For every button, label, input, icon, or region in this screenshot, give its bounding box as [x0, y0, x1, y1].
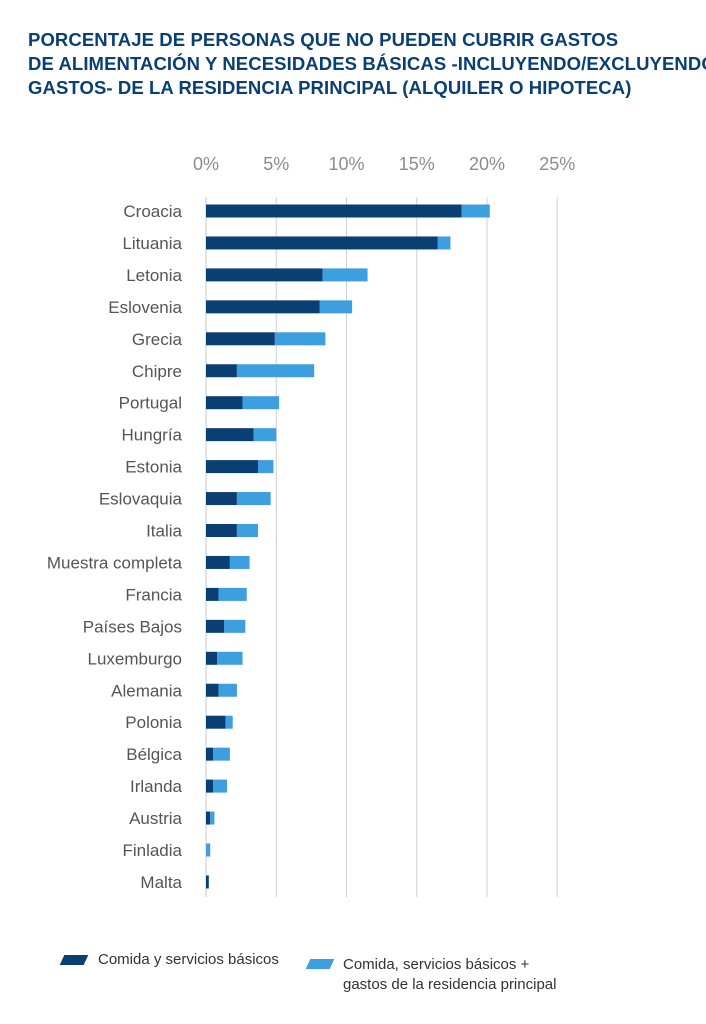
bar-dark-18 [206, 779, 214, 793]
legend-label-dark: Comida y servicios básicos [98, 950, 279, 970]
chart-title-line-1: PORCENTAJE DE PERSONAS QUE NO PUEDEN CUB… [28, 29, 619, 50]
category-label-19: Austria [129, 809, 182, 828]
bar-light-8 [257, 460, 274, 474]
bar-light-6 [242, 396, 280, 410]
legend-swatch-light [305, 959, 335, 969]
grid-lines [205, 197, 558, 897]
bar-light-11 [229, 555, 250, 569]
bar-dark-15 [206, 683, 219, 697]
bar-dark-14 [206, 651, 218, 665]
category-labels: Croacia Lituania Letonia Eslovenia Grecia Chi… [47, 202, 183, 892]
bar-dark-10 [206, 524, 237, 537]
x-tick-label-15: 15% [399, 154, 435, 174]
category-label-9: Eslovaquia [99, 490, 183, 509]
bar-dark-4 [206, 332, 275, 346]
bar-dark-11 [206, 555, 230, 569]
bar-dark-16 [206, 715, 226, 729]
category-label-1: Lituania [122, 234, 182, 253]
category-label-11: Muestra completa [47, 553, 183, 572]
category-label-15: Alemania [111, 681, 182, 700]
category-label-12: Francia [125, 585, 182, 604]
category-label-10: Italia [146, 522, 182, 541]
bar-light-13 [224, 619, 246, 633]
bar-dark-5 [206, 364, 237, 378]
legend-label-dark-line-1: Comida y servicios básicos [98, 951, 279, 968]
bar-dark-8 [206, 460, 258, 474]
x-tick-label-5: 5% [263, 154, 289, 174]
bar-dark-1 [206, 236, 438, 250]
bar-light-2 [322, 268, 368, 282]
legend-label-light: Comida, servicios básicos + gastos de la… [343, 955, 556, 995]
bar-light-4 [274, 332, 326, 346]
bar-light-7 [253, 428, 277, 442]
chart-title: PORCENTAJE DE PERSONAS QUE NO PUEDEN CUB… [28, 28, 706, 100]
bar-dark-12 [206, 587, 219, 601]
x-tick-label-25: 25% [539, 154, 575, 174]
bars [206, 204, 490, 889]
category-label-18: Irlanda [130, 777, 183, 796]
bar-dark-2 [206, 268, 323, 282]
category-label-8: Estonia [125, 458, 182, 477]
category-label-17: Bélgica [126, 745, 182, 764]
bar-dark-17 [206, 747, 214, 761]
category-label-3: Eslovenia [108, 298, 182, 317]
x-axis-ticks: 0% 5% 10% 15% 20% 25% [193, 154, 575, 174]
bar-light-18 [213, 779, 228, 793]
chart-title-line-2: DE ALIMENTACIÓN Y NECESIDADES BÁSICAS -I… [28, 53, 706, 74]
bar-dark-13 [206, 619, 225, 633]
category-label-2: Letonia [126, 266, 182, 285]
category-label-4: Grecia [132, 330, 183, 349]
legend-label-light-line-2: gastos de la residencia principal [343, 976, 557, 993]
bar-light-1 [437, 236, 451, 250]
bar-dark-6 [206, 396, 243, 410]
x-tick-label-20: 20% [469, 154, 505, 174]
bar-light-5 [236, 364, 315, 378]
bar-dark-0 [206, 204, 462, 218]
x-tick-label-10: 10% [328, 154, 364, 174]
x-tick-label-0: 0% [193, 154, 219, 174]
category-label-20: Finladia [122, 841, 182, 860]
category-label-14: Luxemburgo [87, 649, 182, 668]
bar-light-10 [236, 524, 258, 537]
category-label-21: Malta [140, 873, 182, 892]
bar-light-3 [319, 300, 353, 314]
bar-dark-21 [206, 875, 209, 889]
bar-light-20 [206, 843, 211, 857]
bar-light-19 [210, 811, 215, 825]
bar-light-12 [218, 587, 247, 601]
bar-light-17 [213, 747, 230, 761]
legend-swatch-dark [59, 955, 89, 965]
bar-light-15 [218, 683, 237, 697]
bar-dark-7 [206, 428, 254, 442]
category-label-13: Países Bajos [83, 617, 182, 636]
chart-title-line-3: GASTOS- DE LA RESIDENCIA PRINCIPAL (ALQU… [28, 77, 632, 98]
category-label-7: Hungría [122, 426, 183, 445]
legend-label-light-line-1: Comida, servicios básicos + [343, 956, 530, 973]
bar-light-16 [225, 715, 233, 729]
bar-light-9 [236, 492, 271, 506]
category-label-5: Chipre [132, 362, 182, 381]
bar-light-14 [217, 651, 243, 665]
bar-dark-3 [206, 300, 320, 314]
bar-dark-9 [206, 492, 237, 506]
bar-dark-19 [206, 811, 211, 825]
category-label-6: Portugal [119, 394, 182, 413]
bar-light-0 [461, 204, 490, 218]
category-label-0: Croacia [123, 202, 182, 221]
category-label-16: Polonia [125, 713, 182, 732]
